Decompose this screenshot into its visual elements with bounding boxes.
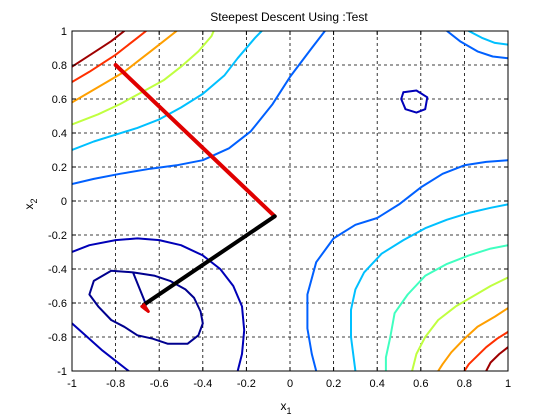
y-tick-label: -0.8 [48,332,67,344]
x-axis-label-sub: 1 [286,406,291,416]
contour-line [72,31,263,151]
x-tick-label: 0.8 [457,378,472,390]
y-tick-label: 0.2 [52,162,67,174]
y-axis-label-base: x [22,204,36,210]
x-tick-label: 0.4 [370,378,385,390]
y-tick-label: -0.4 [48,264,67,276]
contour-line [72,31,178,104]
contour-line [72,31,215,126]
y-axis-label: x2 [22,198,39,209]
y-tick-label: 0.8 [52,60,67,72]
x-tick-label: 1 [505,378,511,390]
descent-step [141,214,277,307]
contour-line [350,203,508,371]
grid [72,31,508,371]
contour-line [384,244,508,371]
contour-line [437,307,508,371]
contour-line [88,269,204,345]
y-tick-label: 0 [61,196,67,208]
contour-line [485,346,508,371]
y-tick-label: -1 [57,366,67,378]
x-axis-label: x1 [280,399,291,416]
contour-line [467,31,508,46]
contour-line [72,31,326,185]
contour-line [72,237,246,371]
axis-ticks: -1 -0.8 -0.6 -0.4 -0.2 0 0.2 0.4 0.6 0.8 1 -1 -0.8 -0… [48,26,511,390]
y-tick-label: -0.6 [48,298,67,310]
y-tick-label: 0.6 [52,94,67,106]
contour-line [72,31,148,83]
x-axis-label-base: x [280,399,286,413]
contour-line [72,31,126,68]
x-tick-label: -1 [67,378,77,390]
contour-line [72,322,130,371]
x-tick-label: 0.2 [326,378,341,390]
x-tick-label: -0.8 [106,378,125,390]
contour-line [306,159,508,371]
contour-lines [72,31,508,371]
chart-title: Steepest Descent Using :Test [210,10,368,24]
contour-line [446,31,508,60]
descent-path [113,63,277,313]
x-tick-label: -0.6 [150,378,169,390]
x-tick-label: -0.2 [237,378,256,390]
x-tick-label: 0.6 [413,378,428,390]
descent-step [140,303,150,313]
descent-step [113,63,277,219]
contour-line [463,330,508,371]
x-tick-label: 0 [287,378,293,390]
y-tick-label: 0.4 [52,128,67,140]
x-tick-label: -0.4 [193,378,212,390]
y-tick-label: 1 [61,26,67,38]
y-axis-label-sub: 2 [29,198,39,203]
y-tick-label: -0.2 [48,230,67,242]
contour-line [411,276,508,371]
contour-line [400,89,429,114]
